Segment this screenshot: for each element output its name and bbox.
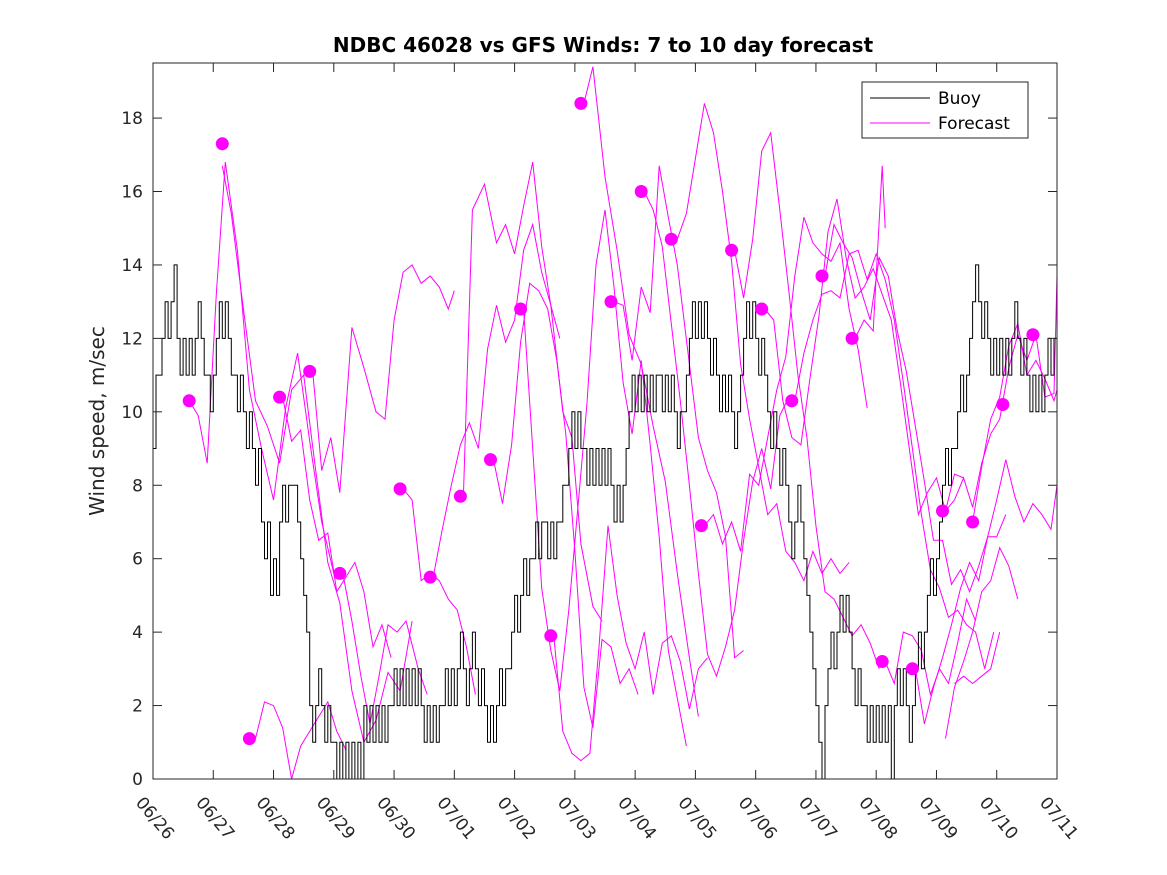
forecast-line-1 <box>221 165 413 744</box>
forecast-line-6 <box>342 573 428 724</box>
plot-area <box>152 62 1058 780</box>
forecast-line-26 <box>945 546 1019 739</box>
forecast-start-marker <box>936 504 949 518</box>
forecast-start-marker <box>755 302 769 316</box>
forecast-line-15 <box>643 191 790 678</box>
y-tick-label: 2 <box>132 697 143 717</box>
forecast-start-marker <box>423 570 437 584</box>
forecast-line-2 <box>188 162 335 574</box>
forecast-start-marker <box>484 453 497 467</box>
forecast-line-17 <box>704 217 868 552</box>
forecast-line-25 <box>945 275 1057 512</box>
forecast-start-marker <box>664 232 678 246</box>
forecast-start-marker <box>544 629 558 643</box>
y-tick-label: 10 <box>121 403 143 423</box>
forecast-start-marker <box>785 394 799 408</box>
y-tick-label: 16 <box>121 183 143 203</box>
forecast-start-marker <box>215 137 229 151</box>
legend-label: Buoy <box>938 89 981 109</box>
forecast-start-marker <box>604 295 618 309</box>
forecast-line-22 <box>854 165 886 339</box>
forecast-line-23 <box>884 597 977 697</box>
forecast-start-marker <box>453 489 467 503</box>
forecast-line-4 <box>282 397 392 658</box>
y-tick-label: 4 <box>132 623 143 643</box>
plot-background <box>153 63 1057 779</box>
buoy-line <box>153 264 1057 779</box>
legend-label: Forecast <box>938 114 1010 134</box>
forecast-start-marker <box>815 269 829 283</box>
y-axis-label: Wind speed, m/sec <box>85 326 109 516</box>
forecast-line-5 <box>312 264 455 493</box>
forecast-line-12 <box>553 525 708 762</box>
legend: Buoy Forecast <box>861 81 1029 139</box>
forecast-start-marker <box>694 519 708 533</box>
forecast-line-11 <box>523 209 687 747</box>
forecast-start-marker <box>966 515 980 529</box>
forecast-start-marker <box>333 566 347 580</box>
forecast-line-19 <box>764 198 964 517</box>
y-tick-label: 6 <box>132 550 143 570</box>
y-tick-label: 8 <box>132 476 143 496</box>
forecast-line-13 <box>583 66 699 717</box>
forecast-line-8 <box>432 222 561 578</box>
forecast-start-marker <box>242 732 256 746</box>
forecast-line-18 <box>734 131 880 669</box>
y-tick-label: 0 <box>132 770 143 790</box>
y-tick-label: 14 <box>121 256 143 276</box>
forecast-start-marker <box>574 96 588 110</box>
forecast-line-14 <box>613 165 744 659</box>
forecast-line-16 <box>676 103 850 583</box>
legend-box <box>861 81 1029 139</box>
forecast-start-marker <box>634 185 648 198</box>
forecast-start-marker <box>514 302 528 316</box>
series-group <box>153 66 1057 779</box>
forecast-start-marker <box>845 331 859 345</box>
forecast-start-marker <box>393 482 407 496</box>
forecast-start-marker <box>273 390 287 404</box>
chart-title: NDBC 46028 vs GFS Winds: 7 to 10 day for… <box>333 33 874 57</box>
forecast-line-10 <box>493 282 639 728</box>
y-axis: 0 2 4 6 8 10 12 14 16 18 <box>121 109 1057 790</box>
forecast-start-marker <box>303 364 317 378</box>
y-tick-label: 12 <box>121 329 143 349</box>
forecast-line-20 <box>794 249 995 669</box>
forecast-start-marker <box>1026 328 1040 342</box>
forecast-start-marker <box>182 394 196 408</box>
y-tick-label: 18 <box>121 109 143 129</box>
forecast-line-24 <box>914 459 1057 725</box>
axes-box <box>152 62 1058 780</box>
forecast-start-marker <box>725 243 739 257</box>
forecast-start-marker <box>905 662 919 676</box>
forecast-line-28 <box>954 631 1001 685</box>
forecast-start-marker <box>996 398 1010 411</box>
forecast-start-marker <box>875 655 889 668</box>
